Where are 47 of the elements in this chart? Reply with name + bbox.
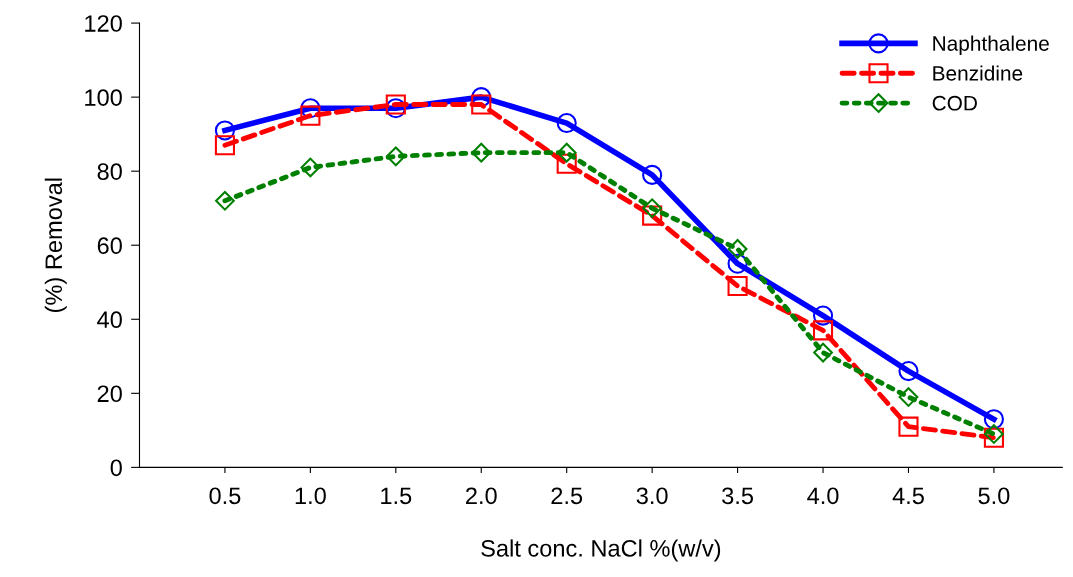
point (471, 94, 492, 115)
point (300, 98, 321, 119)
point (813, 342, 833, 363)
x-tick-label: 1.0 (295, 487, 326, 505)
point (385, 146, 406, 167)
point (898, 361, 919, 382)
point (300, 157, 321, 178)
point (727, 253, 748, 274)
point (300, 105, 321, 126)
legend-label: Naphthalene (933, 35, 1049, 55)
point (727, 239, 748, 259)
x-tick-label: 3.0 (636, 487, 668, 505)
point (471, 142, 492, 163)
y-tick-label: 100 (85, 89, 122, 106)
legend-label: Benzidine (933, 65, 1023, 81)
point (556, 153, 577, 174)
point (983, 409, 1004, 430)
y-tick-label: 40 (97, 311, 122, 329)
x-axis-title: Salt conc. NaCl %(w/v) (481, 539, 721, 562)
x-tick-label: 5.0 (978, 487, 1010, 505)
point (215, 190, 235, 211)
point (898, 387, 919, 407)
point (898, 416, 919, 437)
point (556, 142, 577, 163)
point (642, 164, 663, 185)
point (556, 112, 577, 134)
point (727, 275, 748, 297)
y-tick-label: 120 (85, 15, 122, 32)
point (642, 198, 663, 219)
y-tick-label: 80 (97, 163, 122, 180)
x-tick-label: 4.0 (807, 487, 839, 505)
y-tick-label: 0 (110, 459, 122, 477)
point (214, 135, 235, 156)
point (812, 305, 834, 326)
point (214, 120, 235, 141)
x-tick-label: 4.5 (892, 487, 924, 505)
y-tick-label: 60 (97, 237, 122, 255)
x-tick-label: 2.0 (466, 487, 497, 505)
x-tick-label: 1.5 (381, 487, 412, 505)
x-tick-label: 0.5 (209, 487, 241, 505)
legend-label: COD (932, 95, 977, 111)
x-tick-label: 2.5 (551, 487, 583, 505)
x-tick-label: 3.5 (722, 487, 754, 505)
point (812, 320, 834, 341)
y-axis-title: (%) Removal (44, 178, 67, 312)
point (642, 205, 663, 226)
y-tick-label: 20 (97, 385, 122, 403)
